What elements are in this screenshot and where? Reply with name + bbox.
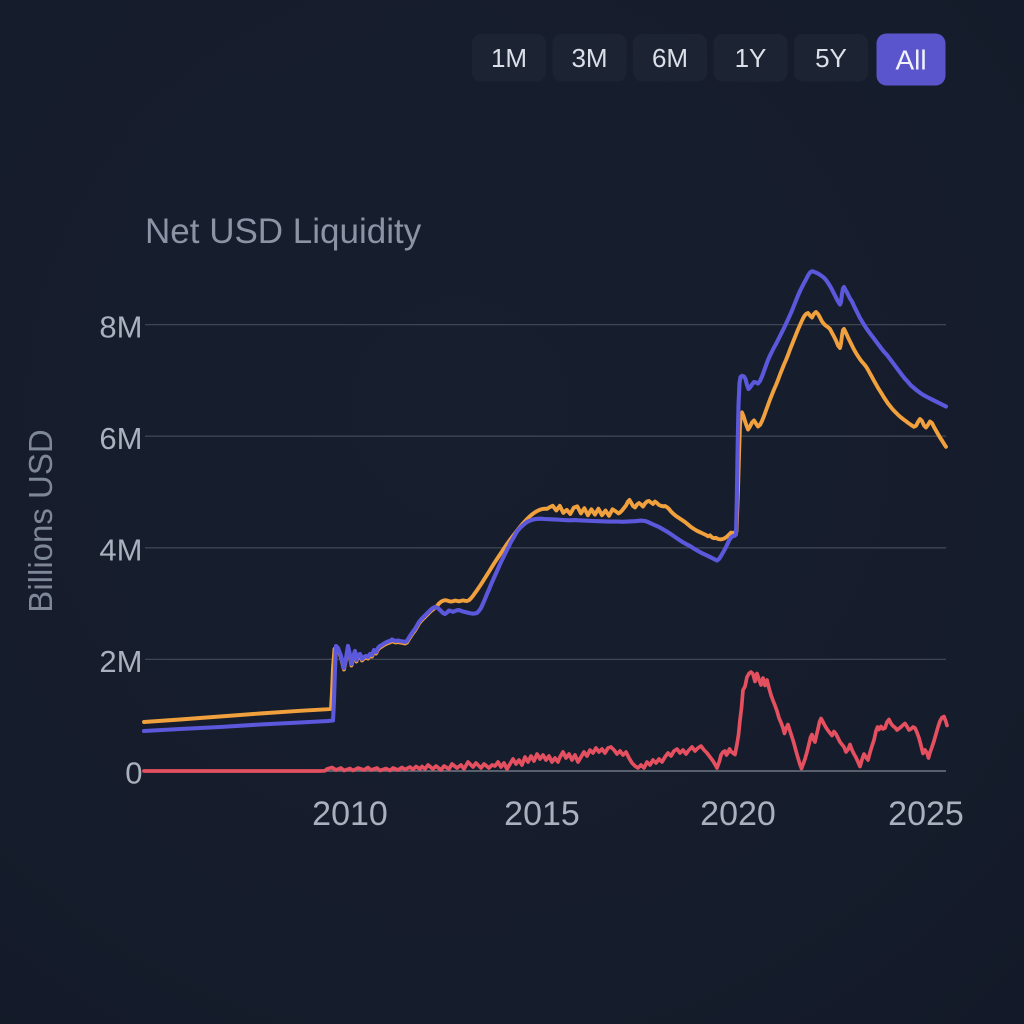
svg-text:0: 0 [125,755,142,790]
svg-text:1Y: 1Y [735,43,767,73]
svg-text:1M: 1M [491,43,527,73]
svg-text:2010: 2010 [312,795,388,833]
svg-text:2M: 2M [99,644,142,679]
svg-text:6M: 6M [652,43,688,73]
svg-text:All: All [895,45,926,76]
svg-text:2025: 2025 [888,795,964,833]
svg-text:4M: 4M [99,533,142,568]
svg-text:8M: 8M [99,309,142,344]
svg-text:3M: 3M [571,43,607,73]
svg-text:2015: 2015 [504,795,580,833]
svg-text:5Y: 5Y [815,43,847,73]
svg-text:6M: 6M [99,421,142,456]
svg-text:Billions USD: Billions USD [22,429,59,612]
svg-text:Net USD Liquidity: Net USD Liquidity [145,212,422,251]
svg-text:2020: 2020 [700,795,776,833]
